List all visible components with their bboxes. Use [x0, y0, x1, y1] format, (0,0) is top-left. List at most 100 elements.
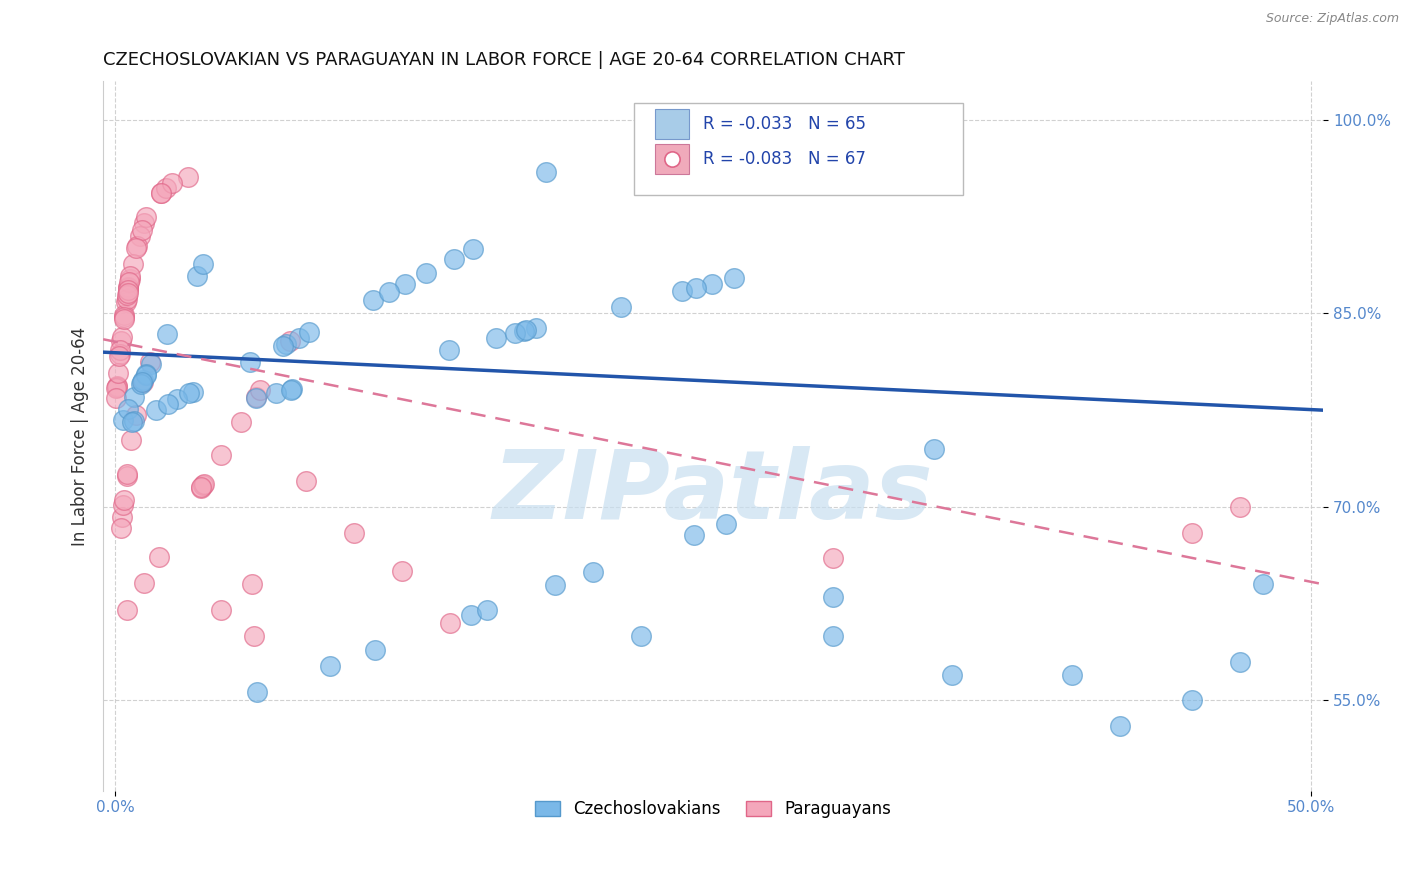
Paraguayans — [391, 565, 413, 579]
Czechoslovakians — [485, 331, 508, 345]
Paraguayans — [117, 280, 139, 294]
Czechoslovakians — [475, 603, 498, 617]
Czechoslovakians — [1229, 655, 1251, 669]
Czechoslovakians — [671, 285, 693, 299]
Czechoslovakians — [111, 413, 134, 427]
Czechoslovakians — [135, 368, 157, 382]
Czechoslovakians — [181, 384, 204, 399]
Paraguayans — [115, 295, 138, 310]
Czechoslovakians — [122, 390, 145, 404]
Czechoslovakians — [246, 685, 269, 699]
Paraguayans — [155, 180, 177, 194]
Czechoslovakians — [524, 321, 547, 335]
Paraguayans — [128, 228, 150, 243]
Czechoslovakians — [922, 442, 945, 456]
Paraguayans — [209, 603, 232, 617]
Czechoslovakians — [821, 629, 844, 643]
Paraguayans — [139, 354, 162, 368]
Paraguayans — [110, 330, 132, 344]
Legend: Czechoslovakians, Paraguayans: Czechoslovakians, Paraguayans — [529, 794, 898, 825]
Paraguayans — [1181, 525, 1204, 540]
Paraguayans — [117, 283, 139, 297]
Text: CZECHOSLOVAKIAN VS PARAGUAYAN IN LABOR FORCE | AGE 20-64 CORRELATION CHART: CZECHOSLOVAKIAN VS PARAGUAYAN IN LABOR F… — [103, 51, 905, 69]
Czechoslovakians — [166, 392, 188, 407]
Paraguayans — [112, 493, 135, 508]
Paraguayans — [343, 525, 366, 540]
Paraguayans — [439, 615, 461, 630]
Czechoslovakians — [280, 383, 302, 397]
Czechoslovakians — [1060, 667, 1083, 681]
Czechoslovakians — [609, 300, 631, 314]
Czechoslovakians — [298, 326, 321, 340]
Paraguayans — [162, 176, 184, 190]
Paraguayans — [121, 257, 143, 271]
Paraguayans — [115, 288, 138, 302]
Paraguayans — [132, 575, 155, 590]
Czechoslovakians — [503, 326, 526, 341]
Bar — [655, 109, 689, 139]
Paraguayans — [108, 349, 131, 363]
Paraguayans — [229, 415, 252, 429]
Paraguayans — [117, 281, 139, 295]
Paraguayans — [150, 186, 173, 200]
Czechoslovakians — [156, 326, 179, 341]
Bar — [655, 145, 689, 174]
Text: Source: ZipAtlas.com: Source: ZipAtlas.com — [1265, 12, 1399, 25]
Paraguayans — [240, 577, 263, 591]
Paraguayans — [111, 510, 134, 524]
Czechoslovakians — [415, 266, 437, 280]
Paraguayans — [105, 391, 128, 405]
Paraguayans — [115, 467, 138, 481]
Czechoslovakians — [132, 373, 155, 387]
Czechoslovakians — [117, 402, 139, 417]
Czechoslovakians — [364, 643, 387, 657]
Text: ZIPatlas: ZIPatlas — [494, 446, 934, 540]
Paraguayans — [193, 476, 215, 491]
Czechoslovakians — [821, 590, 844, 604]
Paraguayans — [821, 551, 844, 566]
Paraguayans — [1229, 500, 1251, 514]
Czechoslovakians — [544, 578, 567, 592]
Paraguayans — [135, 210, 157, 224]
Paraguayans — [125, 242, 148, 256]
Paraguayans — [124, 408, 146, 422]
Paraguayans — [108, 343, 131, 358]
Czechoslovakians — [135, 368, 157, 382]
Paraguayans — [117, 285, 139, 300]
Czechoslovakians — [245, 392, 267, 406]
Paraguayans — [120, 434, 142, 448]
Czechoslovakians — [239, 355, 262, 369]
Czechoslovakians — [131, 375, 153, 389]
Paraguayans — [112, 310, 135, 325]
Czechoslovakians — [276, 337, 298, 351]
Czechoslovakians — [443, 252, 465, 266]
Paraguayans — [278, 334, 301, 349]
FancyBboxPatch shape — [634, 103, 963, 194]
Paraguayans — [150, 186, 173, 200]
Czechoslovakians — [941, 667, 963, 681]
Czechoslovakians — [439, 343, 461, 357]
Paraguayans — [132, 375, 155, 389]
Czechoslovakians — [191, 257, 214, 271]
Czechoslovakians — [141, 357, 163, 371]
Czechoslovakians — [723, 271, 745, 285]
Paraguayans — [118, 275, 141, 289]
Czechoslovakians — [513, 324, 536, 338]
Czechoslovakians — [145, 402, 167, 417]
Text: R = -0.033   N = 65: R = -0.033 N = 65 — [703, 115, 866, 133]
Paraguayans — [112, 311, 135, 326]
Paraguayans — [295, 474, 318, 488]
Czechoslovakians — [377, 285, 399, 300]
Czechoslovakians — [319, 659, 342, 673]
Paraguayans — [105, 379, 128, 393]
Czechoslovakians — [264, 386, 287, 401]
Czechoslovakians — [288, 330, 311, 344]
Czechoslovakians — [271, 338, 294, 352]
Paraguayans — [117, 602, 139, 616]
Paraguayans — [105, 381, 128, 395]
Czechoslovakians — [463, 242, 485, 256]
Czechoslovakians — [515, 323, 537, 337]
Text: R = -0.083   N = 67: R = -0.083 N = 67 — [703, 151, 866, 169]
Paraguayans — [110, 521, 132, 535]
Paraguayans — [118, 271, 141, 285]
